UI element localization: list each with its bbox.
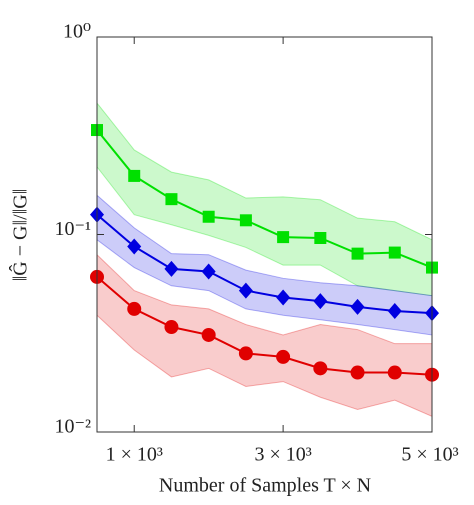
marker	[350, 298, 365, 315]
marker	[164, 320, 179, 335]
y-tick-label: 10⁻²	[54, 416, 91, 438]
marker	[201, 263, 216, 280]
x-tick-label: 3 × 10³	[254, 444, 311, 466]
marker	[276, 349, 291, 364]
marker	[201, 327, 216, 342]
marker	[350, 365, 365, 380]
marker	[127, 301, 142, 316]
series-line	[96, 276, 433, 376]
marker	[239, 214, 252, 227]
y-tick-label: 10⁰	[63, 21, 91, 43]
marker	[238, 346, 253, 361]
marker	[314, 232, 327, 245]
marker	[313, 361, 328, 376]
series-line	[96, 213, 433, 315]
marker	[388, 246, 401, 259]
y-tick-label: 10⁻¹	[54, 218, 91, 240]
marker	[277, 231, 290, 244]
series-line	[96, 129, 433, 269]
marker	[387, 365, 402, 380]
x-axis-label: Number of Samples T × N	[159, 475, 371, 497]
marker	[351, 247, 364, 260]
y-axis-label: ‖Ĝ − G‖/‖G‖	[8, 189, 32, 282]
marker	[165, 193, 178, 206]
marker	[127, 238, 142, 255]
marker	[276, 289, 291, 306]
x-tick-label: 5 × 10³	[401, 444, 458, 466]
marker	[387, 302, 402, 319]
marker	[128, 169, 141, 182]
marker	[164, 260, 179, 277]
marker	[238, 282, 253, 299]
marker	[202, 210, 215, 223]
x-tick-label: 1 × 10³	[106, 444, 163, 466]
marker	[313, 293, 328, 310]
